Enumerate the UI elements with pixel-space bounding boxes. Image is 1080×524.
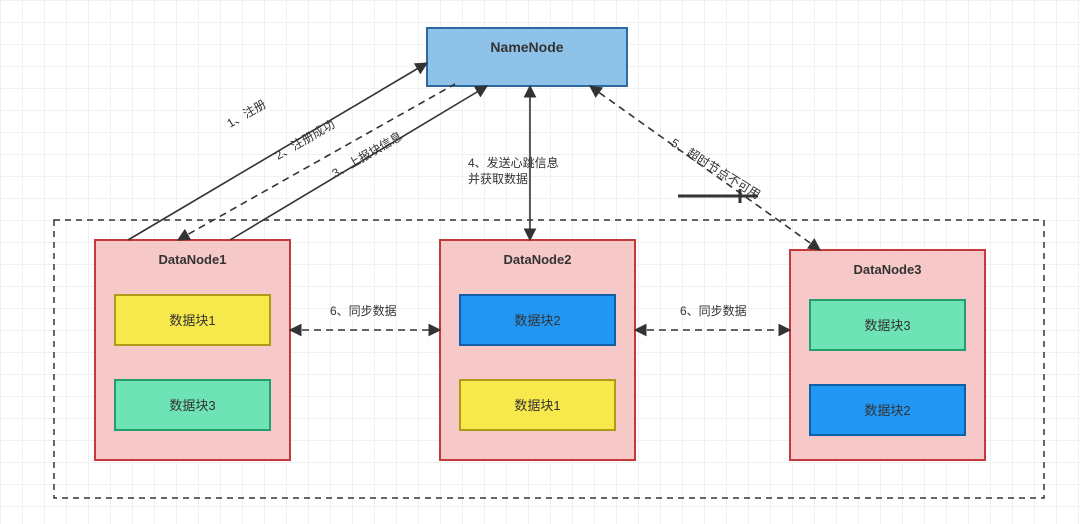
datanode3-block-0-label: 数据块3 (864, 318, 910, 333)
edge-label-e4: 4、发送心跳信息并获取数据 (468, 155, 559, 186)
edge-label-e5: 5、超时节点不可用 (668, 135, 763, 202)
svg-text:5、超时节点不可用: 5、超时节点不可用 (668, 135, 763, 202)
svg-text:并获取数据: 并获取数据 (468, 171, 528, 186)
diagram-canvas: NameNode DataNode1 数据块1 数据块3 DataNode2 数据块2 数据… (0, 0, 1080, 524)
edge-label-e6a: 6、同步数据 (330, 303, 397, 318)
svg-text:6、同步数据: 6、同步数据 (680, 303, 747, 318)
namenode-label: NameNode (490, 39, 563, 55)
datanode3-label: DataNode3 (854, 262, 922, 277)
svg-text:1、注册: 1、注册 (224, 96, 268, 130)
edge-e2 (178, 84, 455, 240)
edge-label-e3: 3、上报块信息 (329, 128, 405, 180)
datanode2-block-0-label: 数据块2 (514, 313, 560, 328)
edge-label-e6b: 6、同步数据 (680, 303, 747, 318)
svg-text:4、发送心跳信息: 4、发送心跳信息 (468, 155, 559, 170)
edge-label-e1: 1、注册 (224, 96, 268, 130)
datanode1-block-0-label: 数据块1 (169, 313, 215, 328)
datanode1-label: DataNode1 (159, 252, 227, 267)
datanode2-label: DataNode2 (504, 252, 572, 267)
datanode3-block-1-label: 数据块2 (864, 403, 910, 418)
datanode1-block-1-label: 数据块3 (169, 398, 215, 413)
datanode2-block-1-label: 数据块1 (514, 398, 560, 413)
svg-text:3、上报块信息: 3、上报块信息 (329, 128, 405, 180)
namenode-box (427, 28, 627, 86)
svg-text:6、同步数据: 6、同步数据 (330, 303, 397, 318)
